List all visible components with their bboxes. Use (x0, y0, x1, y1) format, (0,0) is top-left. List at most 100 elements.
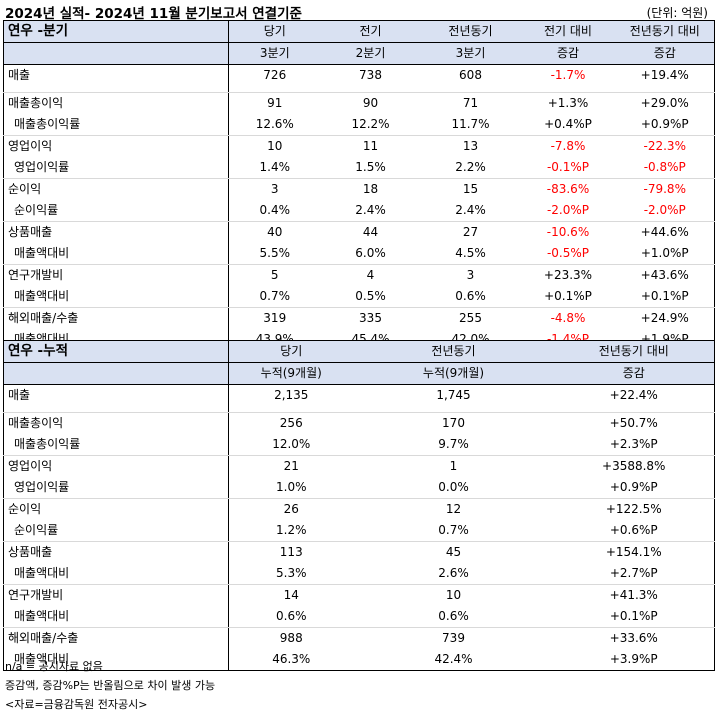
value-previous: 18 (362, 182, 379, 196)
change-yoy: +3.9%P (609, 652, 658, 666)
value-current: 5.5% (228, 243, 321, 265)
footnote: 증감액, 증감%P는 반올림으로 차이 발생 가능 (5, 679, 216, 692)
header-blank (3, 362, 229, 385)
value-previous: 11 (362, 139, 379, 153)
value-cumulative: 988 (279, 631, 303, 645)
value-yoy-base: 13 (462, 139, 479, 153)
table-row: 매출액대비 0.6% 0.6% +0.1%P (3, 606, 715, 628)
change-yoy: +41.3% (609, 588, 658, 602)
table-row: 영업이익률 1.0% 0.0% +0.9%P (3, 477, 715, 499)
value-current: 726 (228, 64, 321, 93)
table-row: 영업이익 10 11 13 -7.8% -22.3% (3, 135, 715, 157)
footnotes: n/a = 공시자료 없음 증감액, 증감%P는 반올림으로 차이 발생 가능 … (5, 657, 215, 714)
table-row: 매출총이익률 12.6% 12.2% 11.7% +0.4%P +0.9%P (3, 114, 715, 136)
value-cumulative: 2,135 (228, 384, 354, 413)
change-yoy: +0.9%P (615, 114, 715, 136)
change-qoq: +23.3% (543, 268, 593, 282)
change-qoq: +0.1%P (520, 286, 616, 308)
table-row: 연구개발비 14 10 +41.3% (3, 584, 715, 606)
header-blank (3, 42, 229, 65)
value-previous: 738 (320, 64, 421, 93)
header-qoq-sub: 증감 (520, 42, 616, 65)
row-label: 순이익률 (3, 520, 229, 542)
change-qoq: -1.7% (520, 64, 616, 93)
table-row: 매출총이익 256 170 +50.7% (3, 412, 715, 434)
change-qoq: -0.5%P (520, 243, 616, 265)
cumulative-table: 연우 -누적 당기 전년동기 전년동기 대비 누적(9개월) 누적(9개월) 증… (3, 340, 715, 671)
value-cumulative: 14 (283, 588, 299, 602)
cumulative-header-row-1: 연우 -누적 당기 전년동기 전년동기 대비 (3, 340, 715, 363)
header-cum-base: 전년동기 (353, 340, 554, 363)
value-previous: 4 (366, 268, 375, 282)
value-yoy-base: 27 (462, 225, 479, 239)
table-row: 매출액대비 5.3% 2.6% +2.7%P (3, 563, 715, 585)
change-yoy: +50.7% (609, 416, 658, 430)
change-yoy: -22.3% (643, 139, 686, 153)
change-qoq: -10.6% (546, 225, 590, 239)
value-cumulative: 26 (283, 502, 299, 516)
change-yoy: +0.1%P (553, 606, 715, 628)
change-qoq: -7.8% (550, 139, 586, 153)
table-row: 순이익 26 12 +122.5% (3, 498, 715, 520)
header-cum-base-sub: 누적(9개월) (353, 362, 554, 385)
change-yoy: +0.1%P (615, 286, 715, 308)
change-yoy: +19.4% (615, 64, 715, 93)
table-row: 연구개발비 5 4 3 +23.3% +43.6% (3, 264, 715, 286)
change-yoy: -79.8% (643, 182, 686, 196)
unit-label: (단위: 억원) (646, 6, 708, 20)
change-qoq: +0.4%P (520, 114, 616, 136)
change-yoy: +43.6% (640, 268, 689, 282)
row-label: 매출 (3, 64, 229, 93)
value-previous: 335 (359, 311, 382, 325)
value-yoy-base: 45 (445, 545, 462, 559)
row-label: 매출총이익률 (3, 434, 229, 456)
value-yoy-base: 1 (449, 459, 458, 473)
quarterly-table-label: 연우 -분기 (3, 20, 229, 43)
row-label: 순이익 (3, 498, 229, 520)
value-yoy-base: 42.4% (434, 652, 473, 666)
row-label: 순이익률 (3, 200, 229, 222)
row-label: 매출총이익 (3, 412, 229, 434)
value-current: 12.6% (228, 114, 321, 136)
row-label: 연구개발비 (3, 264, 229, 286)
row-label: 영업이익 (3, 455, 229, 477)
row-label: 영업이익률 (3, 157, 229, 179)
change-yoy: +33.6% (609, 631, 658, 645)
value-current: 0.4% (228, 200, 321, 222)
row-label: 영업이익률 (3, 477, 229, 499)
table-row: 해외매출/수출 319 335 255 -4.8% +24.9% (3, 307, 715, 329)
value-yoy-base: 4.5% (420, 243, 521, 265)
header-cur: 당기 (228, 20, 321, 43)
quarterly-table: 연우 -분기 당기 전기 전년동기 전기 대비 전년동기 대비 3분기 2분기 … (3, 20, 715, 351)
value-previous: 12.2% (320, 114, 421, 136)
table-row: 영업이익률 1.4% 1.5% 2.2% -0.1%P -0.8%P (3, 157, 715, 179)
footnote: n/a = 공시자료 없음 (5, 660, 103, 673)
change-yoy: +44.6% (640, 225, 689, 239)
value-yoy-base: 10 (445, 588, 462, 602)
change-yoy: +0.6%P (553, 520, 715, 542)
header-yoy-base-sub: 3분기 (420, 42, 521, 65)
table-row: 매출총이익률 12.0% 9.7% +2.3%P (3, 434, 715, 456)
row-label: 매출총이익 (3, 92, 229, 114)
value-current: 0.7% (228, 286, 321, 308)
value-current: 3 (270, 182, 279, 196)
change-yoy: +154.1% (605, 545, 662, 559)
value-cumulative: 256 (279, 416, 303, 430)
value-yoy-base: 608 (420, 64, 521, 93)
value-previous: 90 (362, 96, 379, 110)
value-yoy-base: 15 (462, 182, 479, 196)
value-cumulative: 21 (283, 459, 299, 473)
table-row: 매출액대비 5.5% 6.0% 4.5% -0.5%P +1.0%P (3, 243, 715, 265)
value-previous: 1.5% (320, 157, 421, 179)
row-label: 해외매출/수출 (3, 627, 229, 649)
header-yoy-sub: 증감 (615, 42, 715, 65)
value-yoy-base: 11.7% (420, 114, 521, 136)
quarterly-header-row-2: 3분기 2분기 3분기 증감 증감 (3, 42, 715, 65)
value-yoy-base: 12 (445, 502, 462, 516)
value-yoy-base: 71 (462, 96, 479, 110)
header-cur-sub: 3분기 (228, 42, 321, 65)
cumulative-table-label: 연우 -누적 (3, 340, 229, 363)
table-row: 순이익률 0.4% 2.4% 2.4% -2.0%P -2.0%P (3, 200, 715, 222)
table-row: 순이익률 1.2% 0.7% +0.6%P (3, 520, 715, 542)
change-qoq: +1.3% (547, 96, 589, 110)
